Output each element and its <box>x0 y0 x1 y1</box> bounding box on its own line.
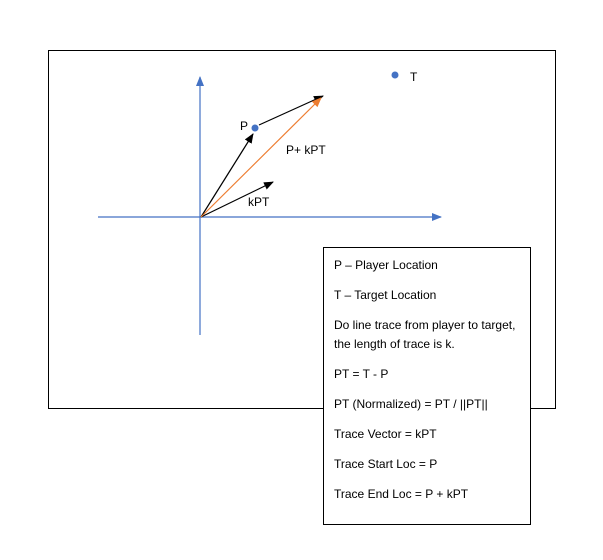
vector-kpt <box>200 181 274 218</box>
vector-p-plus-kpt <box>200 97 322 218</box>
legend-line-trace-description: Do line trace from player to target, the… <box>334 318 516 351</box>
vector-kpt-translated <box>258 95 324 126</box>
point-p-dot <box>251 124 259 132</box>
vector-sum-label: P+ kPT <box>286 143 326 157</box>
vector-p <box>200 133 254 218</box>
legend-line-pt: PT = T - P <box>334 367 389 381</box>
point-t-dot <box>391 71 399 79</box>
point-p-label: P <box>240 119 248 133</box>
diagram-frame <box>48 50 556 409</box>
legend-line-trace-vector: Trace Vector = kPT <box>334 427 437 441</box>
legend-box: P – Player Location T – Target Location … <box>323 247 531 525</box>
legend-line-trace-end: Trace End Loc = P + kPT <box>334 487 469 501</box>
vector-kpt-label: kPT <box>248 195 270 209</box>
legend-line-trace-start: Trace Start Loc = P <box>334 457 438 471</box>
legend-line-target: T – Target Location <box>334 288 437 302</box>
point-t-label: T <box>410 70 418 84</box>
legend-line-player: P – Player Location <box>334 258 438 272</box>
legend-line-pt-normalized: PT (Normalized) = PT / ||PT|| <box>334 397 488 411</box>
